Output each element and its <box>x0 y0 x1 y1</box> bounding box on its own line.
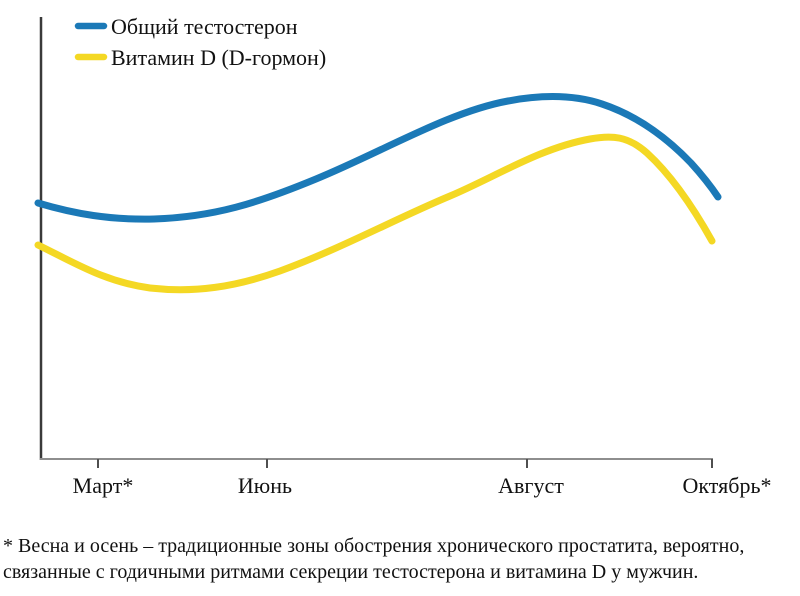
legend-label-testosterone: Общий тестостерон <box>111 14 298 39</box>
vitamin-d-line <box>34 133 716 294</box>
x-label-june: Июнь <box>238 473 292 498</box>
chart-canvas: Общий тестостерон Витамин D (D-гормон) М… <box>34 14 772 498</box>
legend-label-vitamin-d: Витамин D (D-гормон) <box>111 45 326 70</box>
footnote-line-2: связанные с годичными ритмами секреции т… <box>3 561 699 583</box>
x-label-march: Март* <box>73 473 134 498</box>
legend: Общий тестостерон Витамин D (D-гормон) <box>74 14 326 70</box>
x-axis-labels: Март* Июнь Август Октябрь* <box>73 473 772 498</box>
x-label-october: Октябрь* <box>683 473 772 498</box>
testosterone-line <box>34 93 722 223</box>
footnote: * Весна и осень – традиционные зоны обос… <box>3 533 797 585</box>
x-label-august: Август <box>498 473 564 498</box>
footnote-line-1: * Весна и осень – традиционные зоны обос… <box>3 535 745 557</box>
